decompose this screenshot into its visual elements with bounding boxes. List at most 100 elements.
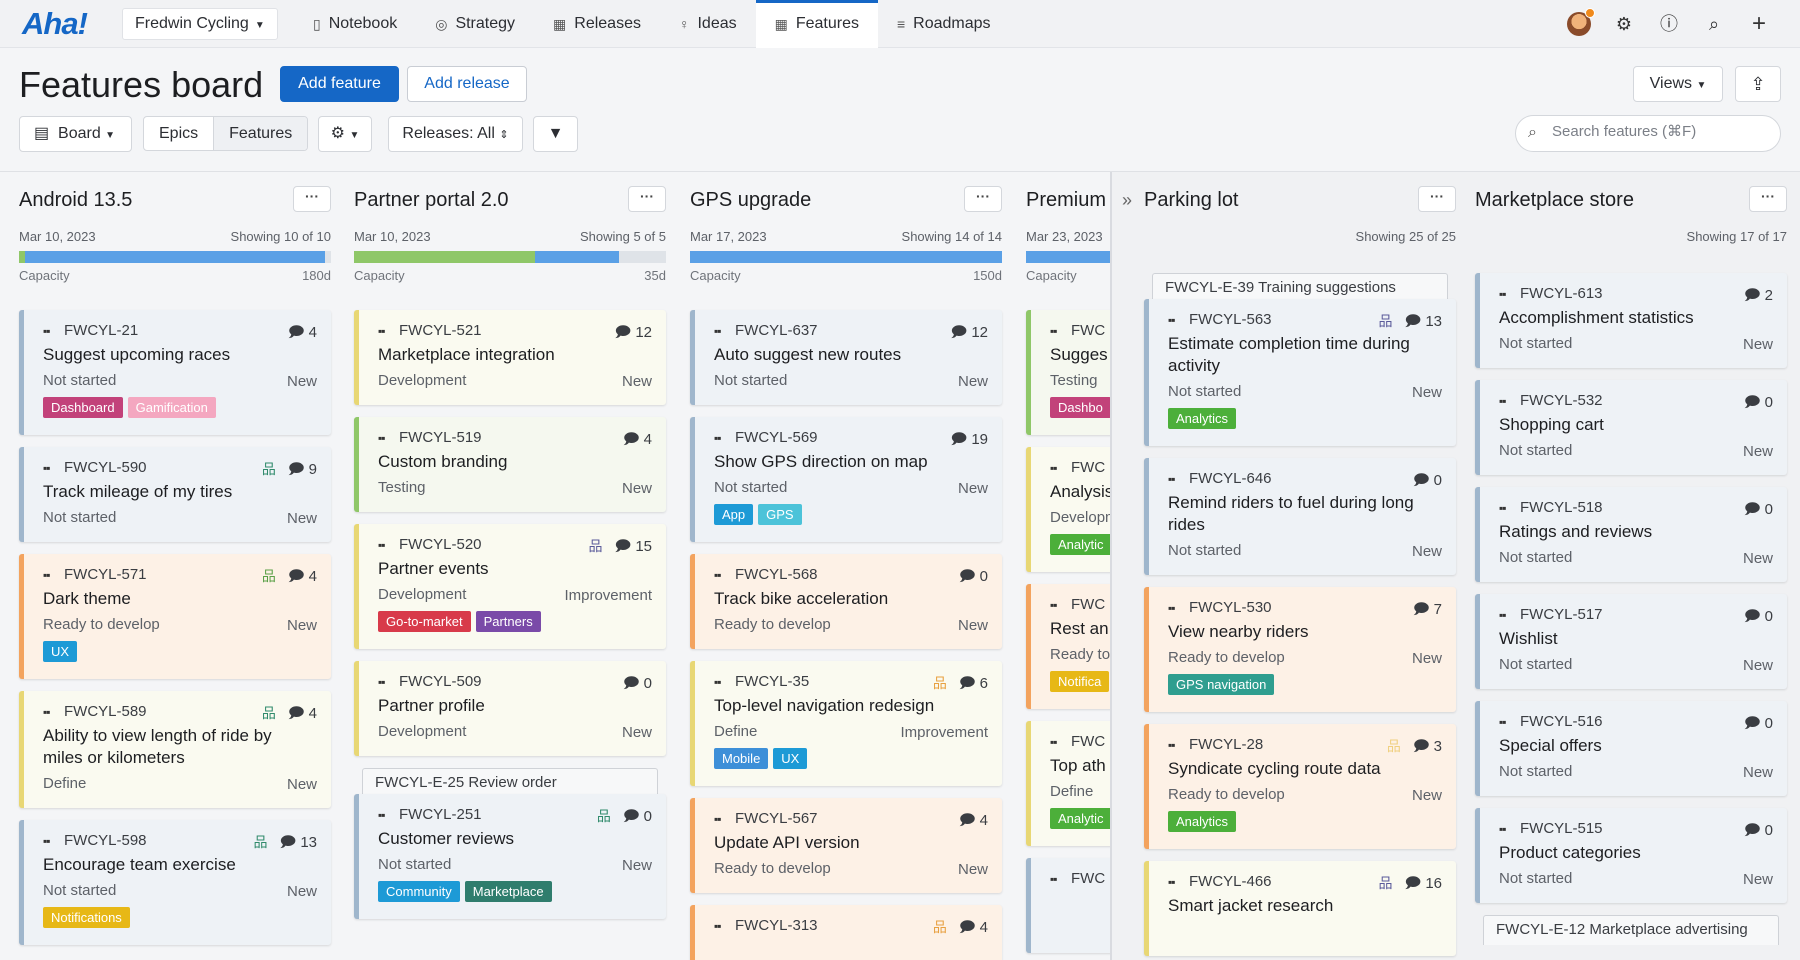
board-view-button[interactable]: ▤ Board ▼ [19, 116, 132, 152]
card-name[interactable]: Dark theme [43, 589, 131, 608]
tag-badge[interactable]: Dashboard [43, 397, 123, 418]
tag-badge[interactable]: GPS navigation [1168, 674, 1275, 695]
card-name[interactable]: Rest an [1050, 619, 1109, 638]
feature-card[interactable]: ▪▪ FWCYL-518 🗩 0 Ratings and reviews Not sta… [1475, 487, 1787, 582]
tag-badge[interactable]: Partners [475, 611, 541, 632]
nav-item-releases[interactable]: ▦ Releases [534, 0, 660, 48]
card-name[interactable]: Customer reviews [378, 829, 515, 848]
drag-handle-icon[interactable]: ▪▪ [43, 568, 51, 582]
card-name[interactable]: Sugges history [1050, 345, 1110, 364]
column-title[interactable]: Marketplace store [1475, 189, 1634, 211]
card-name[interactable]: Ability to view length of ride by miles … [43, 726, 272, 767]
drag-handle-icon[interactable]: ▪▪ [378, 808, 386, 822]
drag-handle-icon[interactable]: ▪▪ [43, 705, 51, 719]
drag-handle-icon[interactable]: ▪▪ [714, 812, 722, 826]
drag-handle-icon[interactable]: ▪▪ [378, 538, 386, 552]
card-name[interactable]: Smart jacket research [1168, 896, 1334, 915]
nav-item-ideas[interactable]: ♀ Ideas [660, 0, 756, 48]
card-name[interactable]: Accomplishment statistics [1499, 308, 1694, 327]
tag-badge[interactable]: Marketplace [464, 881, 552, 902]
feature-card[interactable]: ▪▪ FWCYL-517 🗩 0 Wishlist Not started New [1475, 594, 1787, 689]
card-name[interactable]: Track mileage of my tires [43, 482, 233, 501]
feature-card[interactable]: ▪▪ FWC Analysis Developm Analytic [1026, 447, 1110, 572]
card-name[interactable]: Product categories [1499, 843, 1641, 862]
drag-handle-icon[interactable]: ▪▪ [1499, 394, 1507, 408]
hierarchy-icon[interactable]: 品 [261, 705, 276, 721]
feature-card[interactable]: ▪▪ FWCYL-509 🗩 0 Partner profile Development… [354, 661, 666, 756]
card-name[interactable]: Top-level navigation redesign [714, 696, 935, 715]
drag-handle-icon[interactable]: ▪▪ [43, 461, 51, 475]
feature-card[interactable]: ▪▪ FWCYL-21 🗩 4 Suggest upcoming races Not s… [19, 310, 331, 435]
feature-card[interactable]: ▪▪ FWCYL-598 品 🗩 13 Encourage team exercise N… [19, 820, 331, 945]
drag-handle-icon[interactable]: ▪▪ [1050, 461, 1058, 475]
feature-card[interactable]: ▪▪ FWCYL-563 品 🗩 13 Estimate completion time… [1144, 299, 1456, 446]
epic-header[interactable]: FWCYL-E-39 Training suggestions [1152, 273, 1448, 303]
nav-item-strategy[interactable]: ◎ Strategy [416, 0, 534, 48]
drag-handle-icon[interactable]: ▪▪ [1050, 324, 1058, 338]
hierarchy-icon[interactable]: 品 [596, 808, 611, 824]
hierarchy-icon[interactable]: 品 [1378, 313, 1393, 329]
epic-header[interactable]: FWCYL-E-12 Marketplace advertising [1483, 915, 1779, 945]
share-icon[interactable]: ⇪ [1735, 66, 1781, 102]
feature-card[interactable]: ▪▪ FWC Sugges history Testing Dashbo [1026, 310, 1110, 435]
feature-card[interactable]: ▪▪ FWCYL-590 品 🗩 9 Track mileage of my tires… [19, 447, 331, 542]
tag-badge[interactable]: Notifications [43, 907, 130, 928]
card-name[interactable]: Top ath [1050, 756, 1106, 775]
tag-badge[interactable]: Analytics [1168, 408, 1237, 429]
column-title[interactable]: Premium [1026, 189, 1107, 211]
drag-handle-icon[interactable]: ▪▪ [1499, 501, 1507, 515]
nav-item-roadmaps[interactable]: ≡ Roadmaps [878, 0, 1010, 48]
drag-handle-icon[interactable]: ▪▪ [1499, 287, 1507, 301]
drag-handle-icon[interactable]: ▪▪ [43, 324, 51, 338]
releases-filter[interactable]: Releases: All ⇕ [388, 116, 523, 152]
feature-card[interactable]: ▪▪ FWCYL-515 🗩 0 Product categories Not star… [1475, 808, 1787, 903]
feature-card[interactable]: ▪▪ FWC [1026, 858, 1110, 953]
card-name[interactable]: Special offers [1499, 736, 1602, 755]
drag-handle-icon[interactable]: ▪▪ [1168, 875, 1176, 889]
column-title[interactable]: Parking lot [1144, 189, 1239, 211]
tag-badge[interactable]: App [714, 504, 754, 525]
drag-handle-icon[interactable]: ▪▪ [714, 568, 722, 582]
feature-card[interactable]: ▪▪ FWCYL-521 🗩 12 Marketplace integration De… [354, 310, 666, 405]
card-name[interactable]: Shopping cart [1499, 415, 1604, 434]
hierarchy-icon[interactable]: 品 [588, 538, 603, 554]
card-name[interactable]: Ratings and reviews [1499, 522, 1653, 541]
search-input[interactable] [1552, 123, 1772, 140]
hierarchy-icon[interactable]: 品 [932, 675, 947, 691]
add-release-button[interactable]: Add release [407, 66, 527, 102]
tag-badge[interactable]: Mobile [714, 748, 769, 769]
card-name[interactable]: Auto suggest new routes [714, 345, 902, 364]
tag-badge[interactable]: Analytic [1050, 808, 1110, 829]
feature-card[interactable]: ▪▪ FWCYL-28 品 🗩 3 Syndicate cycling route da… [1144, 724, 1456, 849]
feature-card[interactable]: ▪▪ FWCYL-646 🗩 0 Remind riders to fuel duri… [1144, 458, 1456, 575]
feature-card[interactable]: ▪▪ FWCYL-251 品 🗩 0 Customer reviews Not start… [354, 794, 666, 919]
hierarchy-icon[interactable]: 品 [1378, 875, 1393, 891]
tag-badge[interactable]: GPS [758, 504, 802, 525]
tab-epics[interactable]: Epics [159, 125, 199, 142]
hierarchy-icon[interactable]: 品 [261, 568, 276, 584]
card-name[interactable]: Wishlist [1499, 629, 1558, 648]
card-name[interactable]: Suggest upcoming races [43, 345, 231, 364]
tag-badge[interactable]: Analytics [1168, 811, 1237, 832]
drag-handle-icon[interactable]: ▪▪ [1050, 598, 1058, 612]
card-name[interactable]: Estimate completion time during activity [1168, 334, 1410, 375]
feature-card[interactable]: ▪▪ FWCYL-571 品 🗩 4 Dark theme Ready to develo… [19, 554, 331, 679]
drag-handle-icon[interactable]: ▪▪ [1168, 313, 1176, 327]
help-icon[interactable]: ⓘ [1660, 14, 1678, 34]
views-button[interactable]: Views ▼ [1633, 66, 1723, 102]
card-name[interactable]: View nearby riders [1168, 622, 1309, 641]
tag-badge[interactable]: Community [378, 881, 460, 902]
hierarchy-icon[interactable]: 品 [253, 834, 268, 850]
tag-badge[interactable]: UX [773, 748, 808, 769]
card-name[interactable]: Remind riders to fuel during long rides [1168, 493, 1414, 534]
feature-card[interactable]: ▪▪ FWCYL-516 🗩 0 Special offers Not started N… [1475, 701, 1787, 796]
nav-item-notebook[interactable]: ▯ Notebook [294, 0, 416, 48]
feature-card[interactable]: ▪▪ FWCYL-589 品 🗩 4 Ability to view length of… [19, 691, 331, 808]
feature-card[interactable]: ▪▪ FWCYL-637 🗩 12 Auto suggest new routes No… [690, 310, 1002, 405]
avatar[interactable] [1567, 8, 1595, 36]
hierarchy-icon[interactable]: 品 [1386, 738, 1401, 754]
card-name[interactable]: Custom branding [378, 452, 508, 471]
feature-card[interactable]: ▪▪ FWCYL-313 品 🗩 4 [690, 905, 1002, 960]
feature-card[interactable]: ▪▪ FWCYL-520 品 🗩 15 Partner events Developmen… [354, 524, 666, 649]
column-menu-button[interactable]: ··· [293, 186, 331, 212]
